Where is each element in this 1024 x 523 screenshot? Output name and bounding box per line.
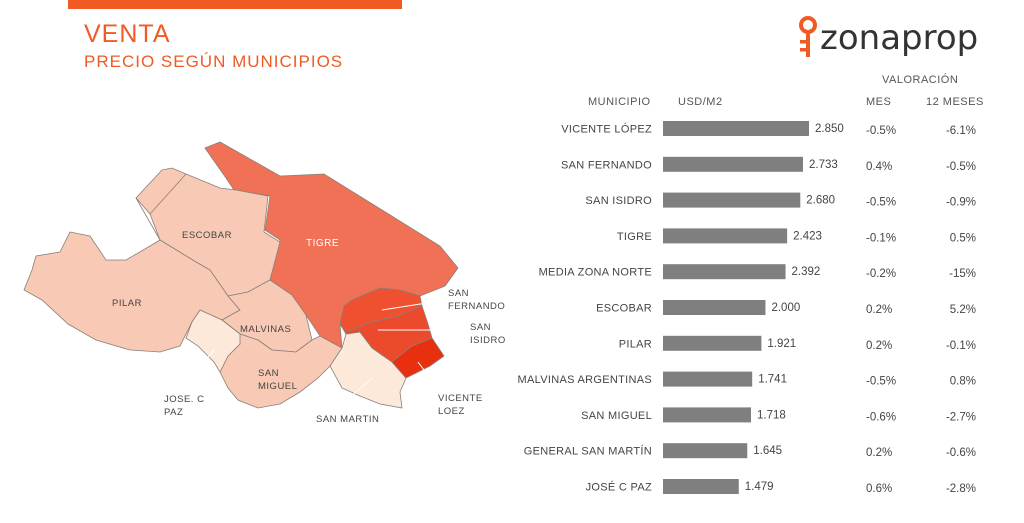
header-mes: MES [866, 96, 892, 108]
map-label-pilar: PILAR [112, 298, 142, 309]
mes-value: -0.5% [866, 197, 896, 209]
doce-meses-value: -0.1% [946, 340, 976, 352]
mes-value: -0.6% [866, 411, 896, 423]
category-label: SAN FERNANDO [561, 159, 652, 171]
doce-meses-value: -0.5% [946, 161, 976, 173]
bar [663, 407, 752, 423]
map-label-jose-2: PAZ [164, 407, 183, 418]
mes-value: -0.1% [866, 232, 896, 244]
doce-meses-value: -6.1% [946, 125, 976, 137]
bar-value-label: 2.423 [793, 230, 822, 242]
doce-meses-value: 0.8% [950, 376, 976, 388]
map-label-san-fernando-2: FERNANDO [448, 301, 505, 312]
category-label: TIGRE [617, 231, 652, 243]
map-label-vicente-1: VICENTE [438, 393, 483, 404]
mes-value: 0.2% [866, 340, 892, 352]
bar-value-label: 1.741 [758, 374, 787, 386]
bar-value-label: 2.680 [806, 195, 835, 207]
map-region-vicente-lopez [391, 337, 445, 379]
bar [663, 121, 809, 136]
page-subtitle: PRECIO SEGÚN MUNICIPIOS [84, 52, 344, 71]
mes-value: -0.5% [866, 125, 896, 137]
doce-meses-value: -2.8% [946, 483, 976, 495]
page-title: VENTA [84, 20, 171, 48]
map-leader-lines [181, 299, 462, 407]
bar-value-label: 2.850 [815, 123, 844, 135]
map-label-malvinas: MALVINAS [240, 324, 291, 335]
mes-value: -0.5% [866, 376, 896, 388]
doce-meses-value: 0.5% [950, 232, 976, 244]
map-label-escobar: ESCOBAR [182, 230, 232, 241]
bar [663, 264, 786, 280]
mes-value: 0.2% [866, 304, 892, 316]
logo-text: zonaprop [820, 18, 979, 58]
category-label: VICENTE LÓPEZ [561, 123, 652, 136]
zonaprop-logo [799, 16, 817, 57]
category-label: MALVINAS ARGENTINAS [518, 374, 652, 386]
header-valoracion: VALORACIÓN [882, 74, 959, 86]
mes-value: 0.4% [866, 161, 892, 173]
doce-meses-value: -0.9% [946, 197, 976, 209]
bar [663, 443, 748, 459]
bar-value-label: 1.921 [767, 338, 796, 350]
category-label: GENERAL SAN MARTÍN [524, 445, 652, 458]
bar [663, 371, 753, 387]
bar [663, 192, 801, 208]
header-usd-m2: USD/M2 [678, 96, 723, 108]
bar [663, 300, 766, 315]
doce-meses-value: 5.2% [950, 304, 976, 316]
bar-value-label: 1.645 [753, 445, 782, 457]
mes-value: 0.6% [866, 483, 892, 495]
category-label: JOSÉ C PAZ [586, 481, 652, 494]
category-label: SAN ISIDRO [585, 195, 652, 207]
map-label-san-isidro-2: ISIDRO [470, 335, 506, 346]
municipios-map: TIGRE ESCOBAR PILAR MALVINAS SAN MIGUEL … [23, 141, 506, 425]
map-label-jose-1: JOSE. C [164, 394, 204, 405]
category-label: ESCOBAR [596, 303, 652, 315]
map-label-san-miguel-1: SAN [258, 368, 279, 379]
map-label-tigre: TIGRE [306, 238, 339, 249]
map-label-san-isidro-1: SAN [470, 322, 491, 333]
bar [663, 335, 762, 351]
bar-value-label: 1.479 [745, 481, 774, 493]
bar-value-label: 2.000 [771, 302, 800, 314]
header-12-meses: 12 MESES [926, 96, 984, 108]
map-label-san-miguel-2: MIGUEL [258, 381, 297, 392]
map-region-jose-c-paz [185, 309, 241, 373]
doce-meses-value: -0.6% [946, 447, 976, 459]
map-label-san-fernando-1: SAN [448, 288, 469, 299]
bar [663, 228, 788, 244]
doce-meses-value: -2.7% [946, 411, 976, 423]
mes-value: 0.2% [866, 447, 892, 459]
category-label: MEDIA ZONA NORTE [539, 267, 652, 279]
top-accent-bar [68, 0, 402, 9]
bar-value-label: 2.733 [809, 159, 838, 171]
bar-value-label: 2.392 [792, 266, 821, 278]
mes-value: -0.2% [866, 268, 896, 280]
bar-value-label: 1.718 [757, 409, 786, 421]
key-icon [799, 16, 817, 57]
map-label-vicente-2: LOEZ [438, 406, 465, 417]
map-label-san-martin: SAN MARTIN [316, 414, 379, 425]
doce-meses-value: -15% [949, 268, 976, 280]
category-label: SAN MIGUEL [581, 410, 652, 422]
bar [663, 479, 739, 494]
bar [663, 156, 804, 172]
category-label: PILAR [619, 338, 652, 350]
header-municipio: MUNICIPIO [588, 96, 651, 108]
